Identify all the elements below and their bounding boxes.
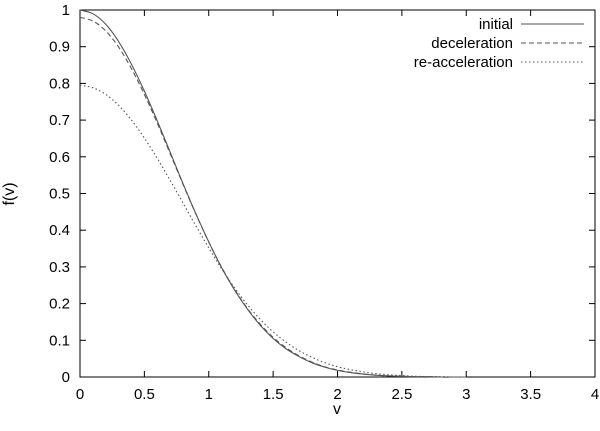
series-line-re-acceleration: [79, 84, 467, 378]
y-tick-label: 0.5: [49, 186, 70, 203]
x-tick-label: 3: [462, 386, 470, 403]
x-tick-label: 1.5: [263, 386, 284, 403]
x-axis-ticks: 0 0.5 1 1.5 2 2.5 3 3.5 4: [76, 10, 599, 403]
x-tick-label: 2.5: [391, 386, 412, 403]
y-tick-label: 0.2: [49, 296, 70, 313]
x-tick-label: 0.5: [134, 386, 155, 403]
x-axis-label: v: [333, 401, 341, 418]
x-tick-label: 1: [205, 386, 213, 403]
y-tick-label: 0.1: [49, 332, 70, 349]
series-line-initial: [79, 9, 467, 378]
plot-frame: [79, 9, 596, 378]
x-tick-label: 4: [591, 386, 599, 403]
series-lines: [79, 9, 467, 378]
y-tick-label: 0.4: [49, 222, 70, 239]
y-tick-label: 0.9: [49, 39, 70, 56]
y-tick-label: 0: [62, 369, 70, 386]
legend: initial deceleration re-acceleration: [414, 16, 584, 71]
legend-label: initial: [479, 16, 513, 33]
x-tick-label: 3.5: [520, 386, 541, 403]
y-tick-label: 0.7: [49, 112, 70, 129]
y-tick-label: 0.6: [49, 149, 70, 166]
y-axis-ticks: 0 0.1 0.2 0.3 0.4 0.5 0.6 0.7 0.8 0.9 1: [49, 2, 595, 386]
y-tick-label: 1: [62, 2, 70, 19]
series-line-deceleration: [79, 16, 467, 378]
y-axis-label: f(v): [1, 182, 18, 205]
x-tick-label: 2: [333, 386, 341, 403]
y-tick-label: 0.8: [49, 75, 70, 92]
legend-label: deceleration: [431, 35, 513, 52]
y-tick-label: 0.3: [49, 259, 70, 276]
x-tick-label: 0: [76, 386, 84, 403]
legend-label: re-acceleration: [414, 54, 513, 71]
